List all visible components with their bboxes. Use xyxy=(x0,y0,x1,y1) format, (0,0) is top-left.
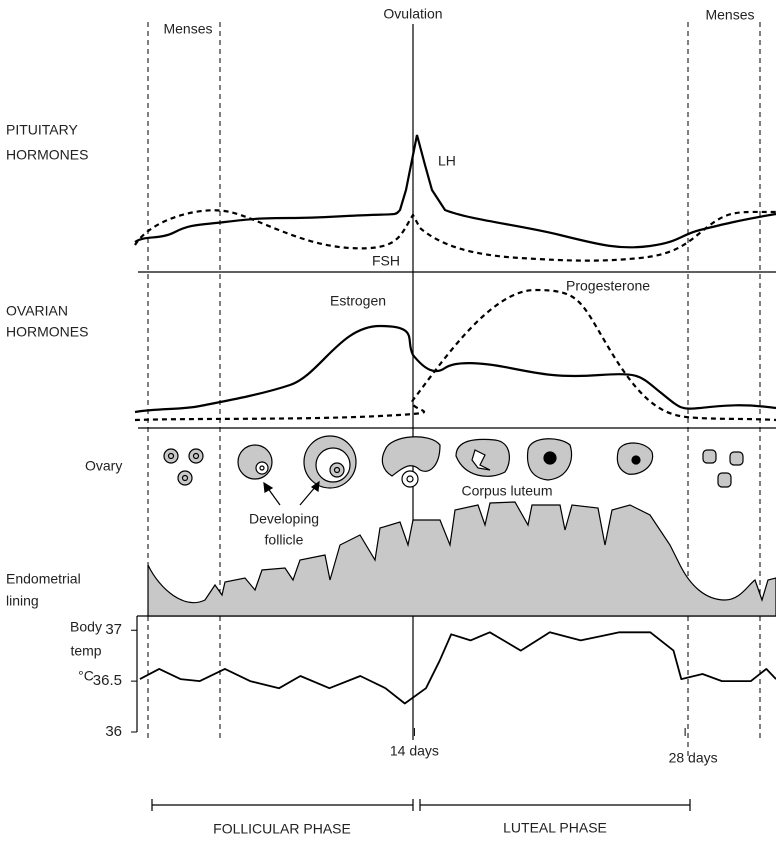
menses-label: Menses xyxy=(163,21,212,37)
ovulation-label: Ovulation xyxy=(383,6,442,22)
x-tick-label: 14 days xyxy=(390,743,439,759)
y-label: temp xyxy=(70,643,101,659)
phase-label: FOLLICULAR PHASE xyxy=(213,821,351,837)
ovary-follicles xyxy=(163,435,744,489)
y-label: °C xyxy=(78,668,94,684)
progesterone-label: Progesterone xyxy=(566,278,650,294)
menses-label: Menses xyxy=(705,7,754,23)
phase-bars xyxy=(151,799,691,811)
endometrial-lining xyxy=(147,501,776,617)
estrogen-curve xyxy=(134,324,776,414)
temp-line xyxy=(139,631,776,705)
arrows xyxy=(263,480,320,506)
section-label: PITUITARY xyxy=(6,122,78,138)
section-label: HORMONES xyxy=(6,324,88,340)
section-label: OVARIAN xyxy=(6,303,68,319)
section-label: lining xyxy=(6,593,39,609)
corpus-luteum-label: Corpus luteum xyxy=(461,483,552,499)
section-label: Ovary xyxy=(85,458,122,474)
section-label: HORMONES xyxy=(6,147,88,163)
y-tick-label: 36 xyxy=(105,723,122,740)
estrogen-label: Estrogen xyxy=(330,293,386,309)
y-label: Body xyxy=(70,619,102,635)
phase-label: LUTEAL PHASE xyxy=(503,820,607,836)
x-tick-label: 28 days xyxy=(669,750,718,766)
lh-curve xyxy=(134,134,776,249)
fsh-label: FSH xyxy=(372,253,400,269)
follicle-label: follicle xyxy=(265,532,304,548)
y-tick-label: 36.5 xyxy=(93,672,122,689)
y-tick-label: 37 xyxy=(105,621,122,638)
section-label: Endometrial xyxy=(6,571,81,587)
lh-label: LH xyxy=(438,153,456,169)
progesterone-curve xyxy=(134,288,776,422)
fsh-curve xyxy=(134,209,776,262)
follicle-label: Developing xyxy=(249,511,319,527)
